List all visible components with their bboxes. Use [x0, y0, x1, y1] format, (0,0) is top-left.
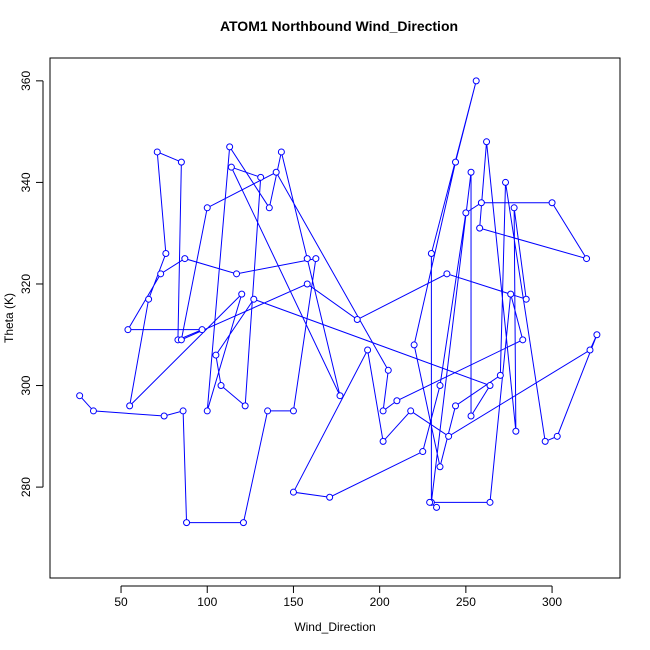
- point: [241, 402, 249, 410]
- x-tick-label: 50: [114, 595, 128, 609]
- point: [467, 168, 475, 176]
- point: [522, 295, 530, 303]
- point: [467, 412, 475, 420]
- point: [336, 392, 344, 400]
- point: [483, 138, 491, 146]
- point: [541, 437, 549, 445]
- x-axis-label: Wind_Direction: [294, 620, 375, 634]
- point: [124, 326, 132, 334]
- x-tick-label: 250: [456, 595, 476, 609]
- point: [203, 204, 211, 212]
- point: [436, 463, 444, 471]
- y-tick-label: 280: [19, 477, 33, 497]
- point: [326, 493, 334, 501]
- y-axis-label: Theta (K): [2, 293, 16, 343]
- point: [277, 148, 285, 156]
- point: [379, 407, 387, 415]
- point: [512, 427, 520, 435]
- y-tick-label: 340: [19, 172, 33, 192]
- point: [426, 498, 434, 506]
- point: [145, 295, 153, 303]
- point: [239, 519, 247, 527]
- y-tick-label: 360: [19, 71, 33, 91]
- point: [553, 432, 561, 440]
- point: [312, 255, 320, 263]
- point: [257, 173, 265, 181]
- point: [179, 407, 187, 415]
- point: [177, 336, 185, 344]
- x-tick-label: 300: [542, 595, 562, 609]
- point: [160, 412, 168, 420]
- point: [410, 341, 418, 349]
- point: [477, 199, 485, 207]
- point: [181, 255, 189, 263]
- point: [212, 351, 220, 359]
- point: [265, 204, 273, 212]
- point: [407, 407, 415, 415]
- point: [289, 407, 297, 415]
- point: [303, 255, 311, 263]
- plot-frame: [49, 57, 621, 579]
- point: [233, 270, 241, 278]
- point: [250, 295, 258, 303]
- point: [183, 519, 191, 527]
- point: [289, 488, 297, 496]
- point: [427, 250, 435, 258]
- point: [198, 326, 206, 334]
- point: [157, 270, 165, 278]
- point: [436, 382, 444, 390]
- point: [162, 250, 170, 258]
- series-line: [79, 80, 598, 524]
- point: [227, 163, 235, 171]
- point: [452, 402, 460, 410]
- point: [264, 407, 272, 415]
- point: [476, 224, 484, 232]
- point: [126, 402, 134, 410]
- point: [364, 346, 372, 354]
- point: [519, 336, 527, 344]
- point: [445, 432, 453, 440]
- point: [217, 382, 225, 390]
- chart-title: ATOM1 Northbound Wind_Direction: [220, 18, 458, 34]
- point: [379, 437, 387, 445]
- point: [443, 270, 451, 278]
- y-tick-label: 300: [19, 375, 33, 395]
- y-tick-label: 320: [19, 274, 33, 294]
- point: [462, 209, 470, 217]
- point: [226, 143, 234, 151]
- point: [353, 316, 361, 324]
- x-tick-label: 150: [283, 595, 303, 609]
- point: [238, 290, 246, 298]
- point: [89, 407, 97, 415]
- point: [303, 280, 311, 288]
- point: [393, 397, 401, 405]
- point: [419, 448, 427, 456]
- point: [486, 382, 494, 390]
- point: [452, 158, 460, 166]
- point: [496, 371, 504, 379]
- point: [272, 168, 280, 176]
- point: [502, 178, 510, 186]
- point: [384, 366, 392, 374]
- point: [433, 503, 441, 511]
- point: [76, 392, 84, 400]
- x-tick-label: 100: [197, 595, 217, 609]
- point: [472, 77, 480, 85]
- point: [486, 498, 494, 506]
- point: [177, 158, 185, 166]
- point: [548, 199, 556, 207]
- point: [586, 346, 594, 354]
- point: [593, 331, 601, 339]
- point: [583, 255, 591, 263]
- point: [510, 204, 518, 212]
- point: [507, 290, 515, 298]
- x-tick-label: 200: [370, 595, 390, 609]
- point: [203, 407, 211, 415]
- point: [153, 148, 161, 156]
